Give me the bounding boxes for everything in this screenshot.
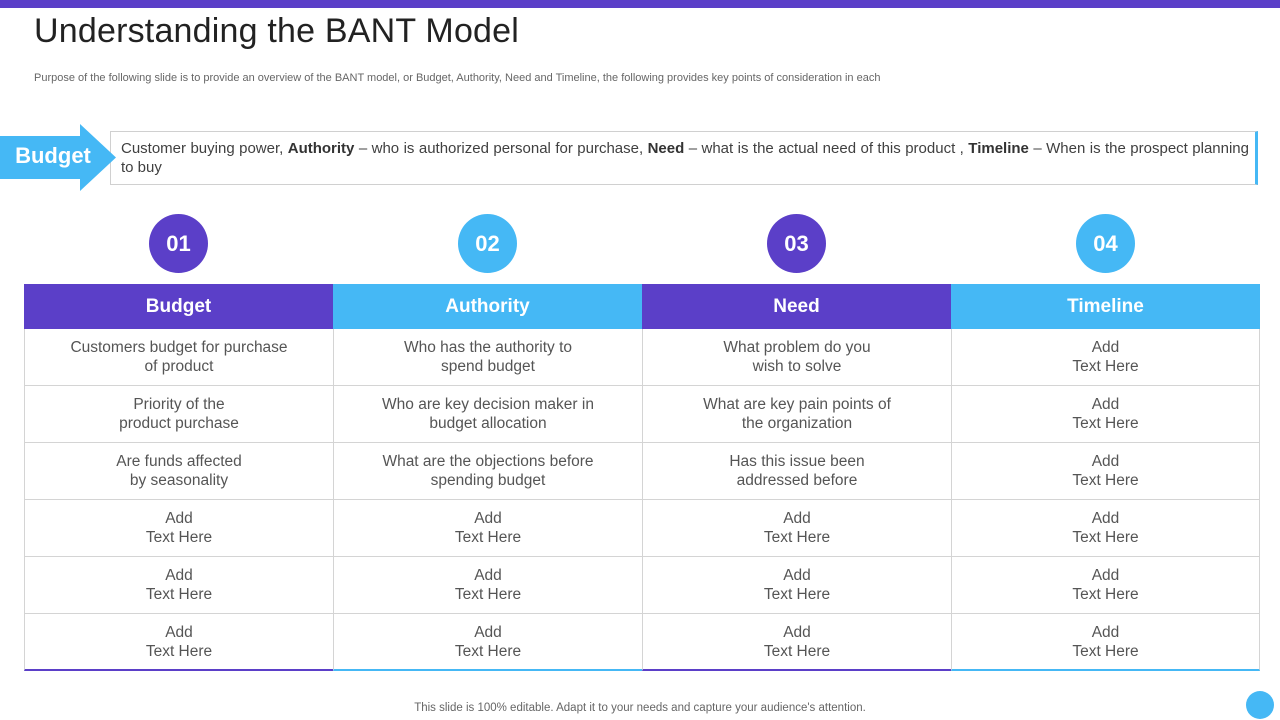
table-cell: Add Text Here (951, 500, 1260, 557)
table-cell: Add Text Here (333, 557, 642, 614)
table-cell: What are key pain points of the organiza… (642, 386, 951, 443)
step-badge-03: 03 (767, 214, 826, 273)
column-header-authority: Authority (333, 284, 642, 329)
description-text: Customer buying power, Authority – who i… (121, 140, 1249, 176)
arrow-right-icon (0, 124, 116, 191)
column-header-timeline: Timeline (951, 284, 1260, 329)
table-cell: Add Text Here (333, 500, 642, 557)
table-cell: Add Text Here (951, 557, 1260, 614)
cell-text: Add Text Here (763, 510, 831, 546)
table-cell: Priority of the product purchase (24, 386, 333, 443)
table-cell: Add Text Here (24, 614, 333, 671)
cell-text: Are funds affected by seasonality (116, 453, 242, 489)
table-cell: Add Text Here (642, 614, 951, 671)
top-accent-bar (0, 0, 1280, 8)
cell-text: Add Text Here (1072, 510, 1139, 546)
table-cell: Add Text Here (951, 386, 1260, 443)
cell-text: Add Text Here (763, 623, 831, 660)
cell-text: What are the objections before spending … (382, 453, 594, 489)
arrow-label: Budget (15, 143, 91, 168)
cell-text: Who are key decision maker in budget all… (382, 396, 594, 432)
table-cell: Customers budget for purchase of product (24, 329, 333, 386)
need-term: Need (647, 140, 685, 157)
cell-text: Customers budget for purchase of product (70, 339, 288, 375)
page-subtitle: Purpose of the following slide is to pro… (34, 72, 881, 84)
footer-note: This slide is 100% editable. Adapt it to… (414, 702, 866, 714)
cell-text: Priority of the product purchase (119, 396, 239, 432)
cell-text: Add Text Here (1072, 339, 1139, 375)
cell-text: Add Text Here (454, 623, 522, 660)
table-cell: What problem do you wish to solve (642, 329, 951, 386)
step-badge-02: 02 (458, 214, 517, 273)
table-cell: Add Text Here (951, 329, 1260, 386)
table-cell: Are funds affected by seasonality (24, 443, 333, 500)
step-badge-04: 04 (1076, 214, 1135, 273)
cell-text: Add Text Here (454, 567, 522, 603)
cell-text: Add Text Here (1072, 623, 1139, 660)
authority-term: Authority (287, 140, 355, 157)
cell-text: Add Text Here (145, 567, 213, 603)
table-cell: Add Text Here (24, 557, 333, 614)
cell-text: Add Text Here (454, 510, 522, 546)
cell-text: Who has the authority to spend budget (403, 339, 572, 375)
table-cell: Add Text Here (951, 443, 1260, 500)
table-cell: Has this issue been addressed before (642, 443, 951, 500)
table-cell: Add Text Here (333, 614, 642, 671)
table-cell: Add Text Here (642, 500, 951, 557)
table-cell: What are the objections before spending … (333, 443, 642, 500)
cell-text: Add Text Here (1072, 453, 1139, 489)
table-cell: Who are key decision maker in budget all… (333, 386, 642, 443)
cell-text: What problem do you wish to solve (723, 339, 871, 375)
cell-text: What are key pain points of the organiza… (703, 396, 891, 432)
step-badge-01: 01 (149, 214, 208, 273)
table-cell: Add Text Here (951, 614, 1260, 671)
page-title: Understanding the BANT Model (34, 12, 520, 50)
cell-text: Add Text Here (1072, 396, 1139, 432)
table-cell: Add Text Here (24, 500, 333, 557)
column-header-need: Need (642, 284, 951, 329)
cell-text: Add Text Here (145, 623, 213, 660)
column-header-budget: Budget (24, 284, 333, 329)
cell-text: Add Text Here (763, 567, 831, 603)
corner-dot (1246, 691, 1274, 719)
cell-text: Has this issue been addressed before (729, 453, 865, 489)
cell-text: Add Text Here (145, 510, 213, 546)
cell-text: Add Text Here (1072, 567, 1139, 603)
bant-table: Budget Authority Need Timeline Customers bud… (24, 284, 1260, 671)
table-cell: Add Text Here (642, 557, 951, 614)
timeline-term: Timeline (968, 140, 1029, 157)
table-cell: Who has the authority to spend budget (333, 329, 642, 386)
